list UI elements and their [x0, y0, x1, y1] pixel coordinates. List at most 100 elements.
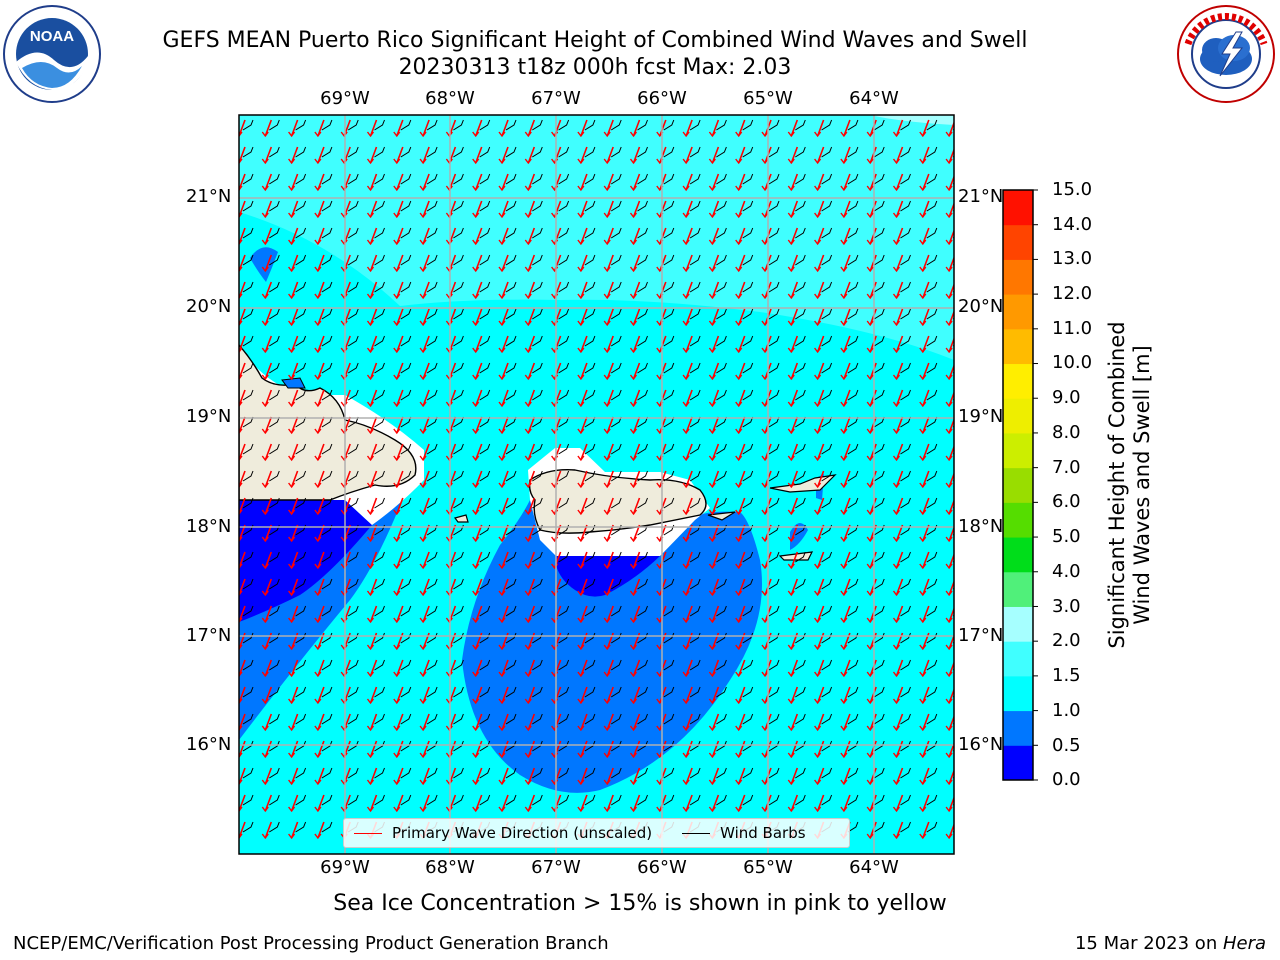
- wind-barb: [400, 497, 412, 509]
- wind-barb: [453, 362, 464, 374]
- wave-direction-arrowhead: [945, 779, 953, 786]
- wave-direction-arrow: [711, 713, 720, 731]
- wind-barb: [532, 794, 543, 806]
- wind-barb: [269, 146, 280, 158]
- wave-direction-arrowhead: [239, 158, 243, 165]
- wave-direction-arrowhead: [366, 482, 375, 489]
- wind-barb: [637, 443, 648, 455]
- colorbar: [1002, 189, 1038, 781]
- wave-direction-arrow: [737, 740, 746, 758]
- wind-barb: [242, 497, 254, 509]
- wind-barb: [663, 308, 675, 320]
- wave-direction-arrow: [843, 578, 851, 596]
- wave-direction-arrow: [711, 254, 720, 272]
- wave-direction-arrowhead: [498, 374, 506, 381]
- colorbar-segment: [1003, 675, 1033, 712]
- wave-direction-arrow: [606, 281, 614, 299]
- wind-barb: [426, 227, 438, 239]
- wind-barb: [821, 794, 833, 806]
- wave-direction-arrowhead: [419, 347, 427, 354]
- wind-barb: [400, 740, 412, 752]
- colorbar-segment: [1003, 294, 1033, 330]
- wind-barb: [716, 740, 727, 752]
- wave-direction-arrow: [290, 578, 299, 596]
- wave-direction-arrowhead: [524, 266, 532, 273]
- wind-barb: [873, 470, 885, 482]
- wind-barb: [900, 227, 911, 239]
- wind-barb: [269, 200, 280, 212]
- wind-barb: [689, 497, 701, 509]
- wave-direction-arrowhead: [787, 212, 795, 219]
- wave-direction-arrow: [869, 605, 877, 623]
- wave-direction-arrowhead: [629, 698, 638, 705]
- wind-barb: [242, 281, 254, 293]
- wind-barb: [479, 497, 491, 509]
- wave-direction-arrow: [606, 119, 614, 137]
- wave-direction-arrow: [474, 443, 483, 461]
- wind-barb: [768, 605, 780, 617]
- wave-direction-arrow: [501, 362, 509, 380]
- wind-barb: [716, 119, 727, 131]
- wave-direction-arrow: [396, 551, 404, 569]
- wave-direction-arrow: [317, 227, 325, 245]
- wave-direction-arrowhead: [840, 725, 848, 732]
- wave-direction-arrow: [422, 794, 430, 812]
- wind-barb: [505, 713, 517, 725]
- wave-direction-arrow: [869, 497, 877, 515]
- wind-barb: [479, 254, 491, 266]
- colorbar-tick: 10.0: [1052, 352, 1093, 373]
- wave-direction-arrow: [422, 497, 430, 515]
- wind-barb: [269, 254, 280, 266]
- wave-direction-arrow: [527, 686, 536, 704]
- wave-direction-arrow: [580, 659, 588, 677]
- wind-barb: [453, 200, 464, 212]
- wind-barb: [426, 362, 438, 374]
- wave-direction-arrowhead: [239, 509, 243, 516]
- chart-subtitle-run: 20230313 t18z 000h fcst Max: 2.03: [398, 55, 792, 80]
- wave-direction-arrowhead: [787, 779, 795, 786]
- wave-direction-arrow: [922, 335, 930, 353]
- wave-direction-arrow: [948, 255, 954, 272]
- wave-direction-arrow: [422, 578, 430, 596]
- wave-direction-arrowhead: [393, 131, 401, 138]
- wave-direction-arrow: [843, 227, 851, 245]
- wind-barb: [926, 389, 938, 401]
- wave-direction-arrowhead: [892, 509, 901, 516]
- wind-barb: [663, 227, 675, 239]
- wave-direction-arrow: [527, 281, 536, 299]
- wave-direction-arrow: [790, 335, 799, 353]
- wave-direction-arrow: [659, 443, 667, 461]
- wave-direction-arrowhead: [682, 536, 690, 543]
- wave-direction-arrow: [869, 416, 877, 434]
- wave-direction-arrow: [422, 659, 430, 677]
- wind-barb: [242, 821, 254, 833]
- wave-direction-arrow: [606, 254, 614, 272]
- wind-barb: [873, 794, 885, 806]
- wave-direction-arrowhead: [472, 374, 480, 381]
- wave-direction-arrowhead: [840, 536, 848, 543]
- map-frame: [238, 114, 955, 855]
- colorbar-segment: [1003, 432, 1033, 469]
- wave-direction-arrow: [474, 740, 483, 758]
- wave-direction-arrow: [396, 578, 404, 596]
- wind-barb: [374, 470, 385, 482]
- wind-barb: [584, 281, 596, 293]
- wave-direction-arrow: [527, 740, 536, 758]
- wave-direction-arrowhead: [239, 698, 243, 705]
- wave-direction-arrowhead: [340, 239, 348, 246]
- wave-direction-arrow: [895, 686, 904, 704]
- wind-barb: [926, 578, 938, 590]
- wave-direction-arrow: [239, 659, 246, 677]
- wind-barb: [400, 632, 412, 644]
- wind-barb: [242, 686, 254, 698]
- wave-direction-arrowhead: [314, 455, 322, 462]
- wave-direction-arrowhead: [419, 563, 427, 570]
- wind-barb: [558, 794, 570, 806]
- wave-direction-arrow: [632, 686, 641, 704]
- wind-barb: [295, 227, 307, 239]
- wave-direction-arrowhead: [945, 806, 953, 813]
- wave-direction-arrow: [606, 794, 614, 812]
- wave-direction-arrowhead: [892, 833, 901, 840]
- wave-direction-arrow: [474, 146, 483, 164]
- wind-barb: [926, 767, 938, 779]
